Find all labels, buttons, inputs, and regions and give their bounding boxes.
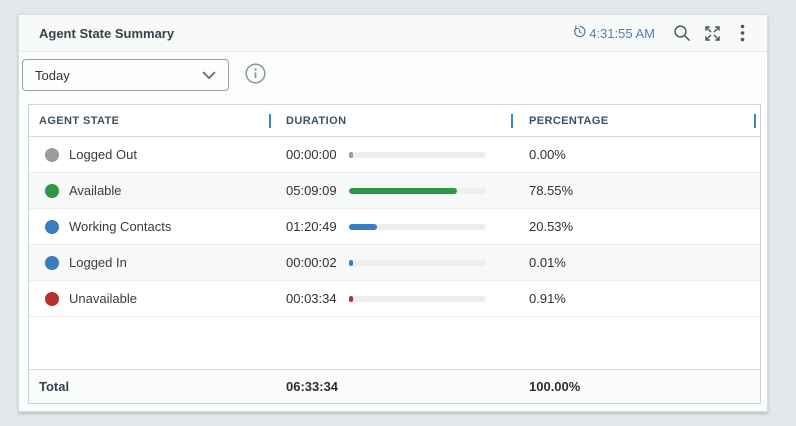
duration-value: 00:00:02 [286,255,337,270]
column-header-percentage: PERCENTAGE [511,115,760,127]
agent-state-table: AGENT STATE DURATION PERCENTAGE Logged O… [28,104,761,404]
table-row-available: Available 05:09:09 78.55% [29,173,760,209]
percentage-value: 78.55% [529,183,574,198]
duration-bar-track [349,259,486,266]
state-label: Unavailable [69,291,137,306]
total-percentage: 100.00% [529,379,581,394]
expand-fullscreen-icon [703,24,722,43]
duration-bar-fill [349,187,457,194]
percentage-value: 0.91% [529,291,566,306]
state-label: Logged Out [69,147,137,162]
state-color-dot [45,291,59,306]
percentage-value: 20.53% [529,219,574,234]
titlebar-actions: 4:31:55 AM [572,20,755,46]
state-label: Available [69,183,122,198]
table-row-logged-out: Logged Out 00:00:00 0.00% [29,137,760,173]
filter-row: Today [19,52,767,98]
table-header-row: AGENT STATE DURATION PERCENTAGE [29,105,760,137]
duration-value: 00:00:00 [286,147,337,162]
table-total-row: Total 06:33:34 100.00% [29,369,760,403]
column-separator [754,113,756,128]
state-color-dot [45,219,59,234]
total-duration: 06:33:34 [286,379,339,394]
refresh-control[interactable]: 4:31:55 AM [572,24,655,42]
duration-bar-track [349,295,486,302]
duration-bar-fill [349,223,378,230]
kebab-menu-button[interactable] [729,20,755,46]
percentage-value: 0.00% [529,147,566,162]
duration-value: 00:03:34 [286,291,337,306]
column-header-agent-state: AGENT STATE [39,114,120,127]
search-icon [673,24,692,43]
table-row-unavailable: Unavailable 00:03:34 0.91% [29,281,760,317]
search-button[interactable] [669,20,695,46]
duration-value: 01:20:49 [286,219,337,234]
column-header-duration: DURATION [269,115,511,127]
table-row-logged-in: Logged In 00:00:02 0.01% [29,245,760,281]
date-range-dropdown[interactable]: Today [22,59,229,91]
info-icon [244,62,267,88]
widget-title: Agent State Summary [39,25,175,41]
duration-bar-track [349,151,486,158]
kebab-menu-icon [740,24,745,42]
table-row-working-contacts: Working Contacts 01:20:49 20.53% [29,209,760,245]
expand-button[interactable] [699,20,725,46]
duration-bar-fill [349,295,353,302]
chevron-down-icon [202,68,216,83]
state-label: Logged In [69,255,127,270]
duration-bar-track [349,223,486,230]
table-empty-space [29,317,760,369]
percentage-value: 0.01% [529,255,566,270]
agent-state-summary-widget: Agent State Summary 4:31:55 AM [18,14,768,412]
widget-titlebar: Agent State Summary 4:31:55 AM [19,15,767,52]
total-label: Total [39,379,70,394]
history-clock-icon [572,24,587,42]
duration-bar-track [349,187,486,194]
state-color-dot [45,255,59,270]
duration-bar-fill [349,259,353,266]
dropdown-selected-value: Today [35,67,70,83]
duration-value: 05:09:09 [286,183,337,198]
state-label: Working Contacts [69,219,172,234]
info-button[interactable] [243,63,267,87]
state-color-dot [45,147,59,162]
duration-bar-fill [349,151,353,158]
state-color-dot [45,183,59,198]
last-refresh-time: 4:31:55 AM [589,25,655,41]
